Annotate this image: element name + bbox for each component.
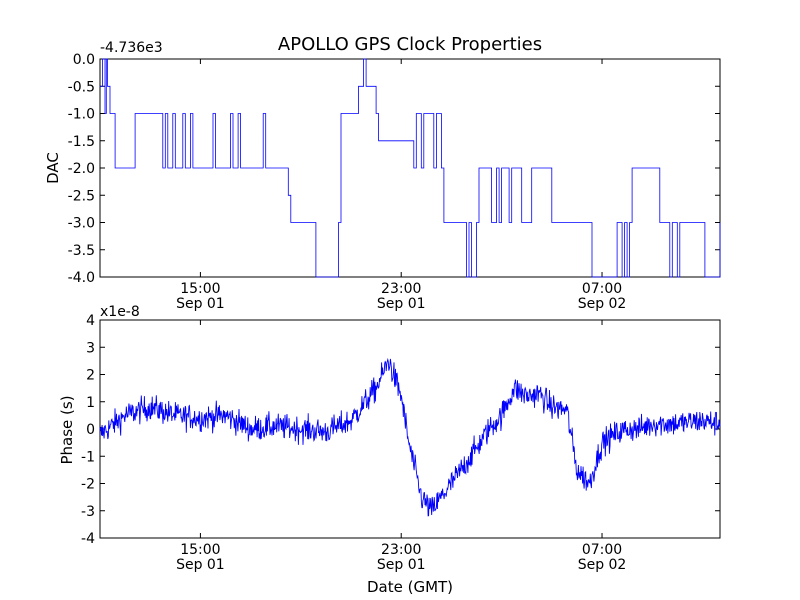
x-tick-time-label: 23:00 [381, 281, 421, 297]
dac-line [100, 58, 721, 278]
x-tick-time-label: 23:00 [381, 542, 421, 558]
x-tick-time-label: 15:00 [180, 542, 220, 558]
x-tick-date-label: Sep 01 [176, 557, 225, 573]
y-tick-label: -1 [81, 449, 95, 465]
y-tick-label: -2.0 [68, 161, 95, 177]
y-tick-label: 0.0 [73, 52, 95, 68]
x-tick-date-label: Sep 02 [578, 557, 627, 573]
x-tick-date-label: Sep 01 [377, 557, 426, 573]
x-axis-label: Date (GMT) [367, 578, 453, 596]
y-tick-label: -2.5 [68, 188, 95, 204]
y-tick-label: -3.5 [68, 243, 95, 259]
x-tick-time-label: 15:00 [180, 281, 220, 297]
chart-title: APOLLO GPS Clock Properties [278, 34, 542, 55]
dac-panel: -4.736e3 DAC 0.0 -0.5 -1.0 -1.5 -2.0 -2.5 -3.0… [44, 40, 721, 312]
x-tick-time-label: 07:00 [582, 281, 622, 297]
y-tick-label: -1.0 [68, 107, 95, 123]
y-tick-label: 2 [86, 368, 95, 384]
dac-series [100, 58, 721, 278]
y-tick-label: -4 [81, 531, 95, 547]
phase-y-axis-label: Phase (s) [58, 395, 76, 464]
y-tick-label: -4.0 [68, 270, 95, 286]
y-tick-label: -3 [81, 504, 95, 520]
x-tick-date-label: Sep 02 [578, 296, 627, 312]
y-tick-label: 3 [86, 340, 95, 356]
dac-y-axis-label: DAC [44, 152, 62, 184]
phase-line [99, 357, 721, 517]
y-tick-label: 0 [86, 422, 95, 438]
y-tick-label: -3.0 [68, 216, 95, 232]
y-tick-label: 1 [86, 395, 95, 411]
x-tick-date-label: Sep 01 [176, 296, 225, 312]
dac-offset-label: -4.736e3 [100, 40, 163, 56]
y-tick-label: 4 [86, 313, 95, 329]
phase-series [99, 357, 721, 517]
x-tick-date-label: Sep 01 [377, 296, 426, 312]
phase-panel: x1e-8 Phase (s) Date (GMT) 4 3 2 1 0 -1 -2 -3 -4… [58, 304, 721, 596]
y-tick-label: -1.5 [68, 134, 95, 150]
phase-offset-label: x1e-8 [100, 304, 140, 320]
y-tick-label: -0.5 [68, 79, 95, 95]
x-tick-time-label: 07:00 [582, 542, 622, 558]
y-tick-label: -2 [81, 477, 95, 493]
